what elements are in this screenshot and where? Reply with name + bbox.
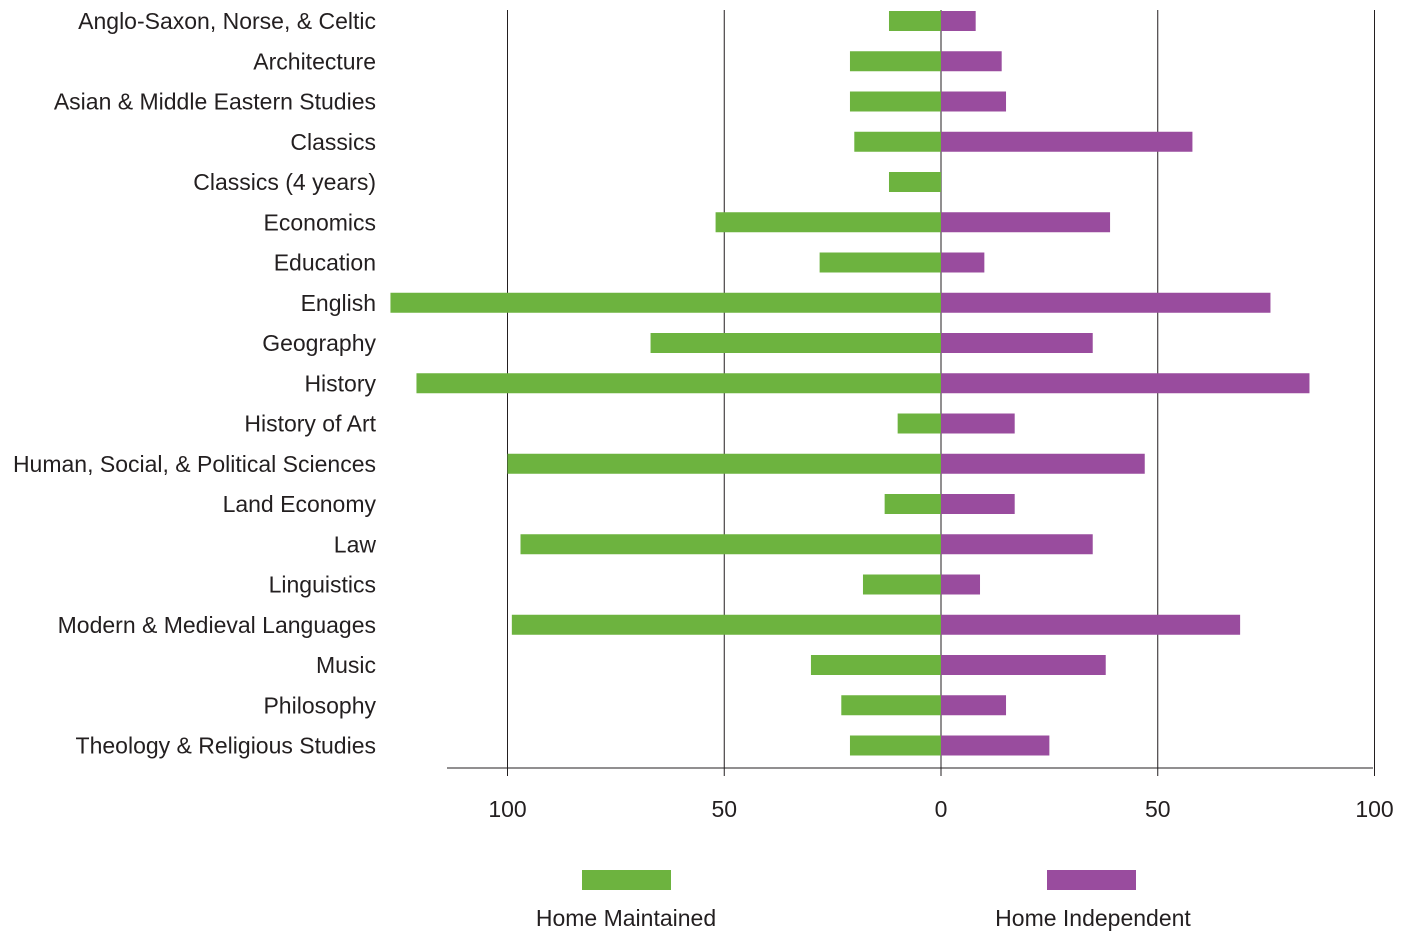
legend-swatch bbox=[582, 870, 671, 890]
x-tick-label: 100 bbox=[488, 796, 526, 822]
home-maintained-bar bbox=[854, 131, 941, 152]
home-maintained-bar bbox=[888, 11, 941, 31]
category-label: History bbox=[304, 370, 376, 396]
category-label: Architecture bbox=[253, 48, 376, 74]
home-maintained-bar bbox=[511, 614, 941, 635]
home-independent-bar bbox=[941, 695, 1007, 716]
home-maintained-bar bbox=[715, 212, 941, 233]
home-independent-bar bbox=[941, 655, 1106, 675]
home-independent-bar bbox=[941, 735, 1050, 756]
home-maintained-bar bbox=[862, 574, 941, 595]
home-maintained-bar bbox=[884, 494, 941, 514]
category-label: History of Art bbox=[244, 411, 376, 437]
category-label: Economics bbox=[264, 209, 376, 235]
home-maintained-bar bbox=[841, 695, 941, 716]
category-label: English bbox=[301, 290, 376, 316]
home-maintained-bar bbox=[888, 172, 941, 192]
category-label: Classics (4 years) bbox=[193, 169, 376, 195]
category-label: Asian & Middle Eastern Studies bbox=[54, 89, 376, 115]
category-label: Law bbox=[334, 531, 377, 557]
category-label: Music bbox=[316, 652, 376, 678]
home-independent-bar bbox=[941, 373, 1310, 394]
x-tick-label: 100 bbox=[1355, 796, 1393, 822]
legend: Home Maintained Home Independent bbox=[536, 870, 1191, 931]
home-maintained-bar bbox=[390, 292, 942, 313]
home-independent-bar bbox=[941, 51, 1002, 72]
home-maintained-bar bbox=[520, 534, 941, 555]
home-maintained-bar bbox=[849, 735, 941, 756]
home-maintained-bar bbox=[416, 373, 942, 394]
home-independent-bar bbox=[941, 252, 985, 273]
home-maintained-bar bbox=[507, 453, 941, 474]
home-independent-bar bbox=[941, 11, 976, 31]
home-maintained-bar bbox=[650, 333, 941, 353]
home-independent-bar bbox=[941, 413, 1015, 434]
home-independent-bar bbox=[941, 333, 1093, 353]
home-independent-bar bbox=[941, 574, 981, 595]
home-independent-bar bbox=[941, 614, 1241, 635]
category-label: Education bbox=[274, 250, 376, 276]
category-label: Land Economy bbox=[223, 491, 377, 517]
category-labels: Anglo-Saxon, Norse, & Celtic Architecture… bbox=[13, 8, 377, 759]
category-label: Anglo-Saxon, Norse, & Celtic bbox=[78, 8, 376, 34]
home-independent-bar bbox=[941, 534, 1093, 555]
category-label: Modern & Medieval Languages bbox=[58, 612, 376, 638]
home-independent-bar bbox=[941, 131, 1193, 152]
x-axis: 100 50 0 50 100 bbox=[447, 767, 1394, 822]
bars bbox=[390, 11, 1310, 756]
category-label: Theology & Religious Studies bbox=[76, 733, 376, 759]
category-label: Linguistics bbox=[269, 572, 376, 598]
legend-label: Home Independent bbox=[995, 905, 1191, 931]
home-independent-bar bbox=[941, 494, 1015, 514]
category-label: Geography bbox=[262, 330, 376, 356]
category-label: Classics bbox=[290, 129, 376, 155]
home-maintained-bar bbox=[819, 252, 941, 273]
legend-label: Home Maintained bbox=[536, 905, 716, 931]
home-maintained-bar bbox=[810, 655, 941, 675]
x-tick-label: 0 bbox=[935, 796, 948, 822]
x-tick-label: 50 bbox=[1145, 796, 1171, 822]
x-tick-label: 50 bbox=[711, 796, 737, 822]
home-independent-bar bbox=[941, 453, 1145, 474]
category-label: Human, Social, & Political Sciences bbox=[13, 451, 376, 477]
home-independent-bar bbox=[941, 292, 1271, 313]
home-maintained-bar bbox=[849, 51, 941, 72]
legend-swatch bbox=[1047, 870, 1136, 890]
home-maintained-bar bbox=[849, 91, 941, 112]
home-maintained-bar bbox=[897, 413, 941, 434]
home-independent-bar bbox=[941, 212, 1111, 233]
home-independent-bar bbox=[941, 91, 1007, 112]
category-label: Philosophy bbox=[263, 692, 376, 718]
